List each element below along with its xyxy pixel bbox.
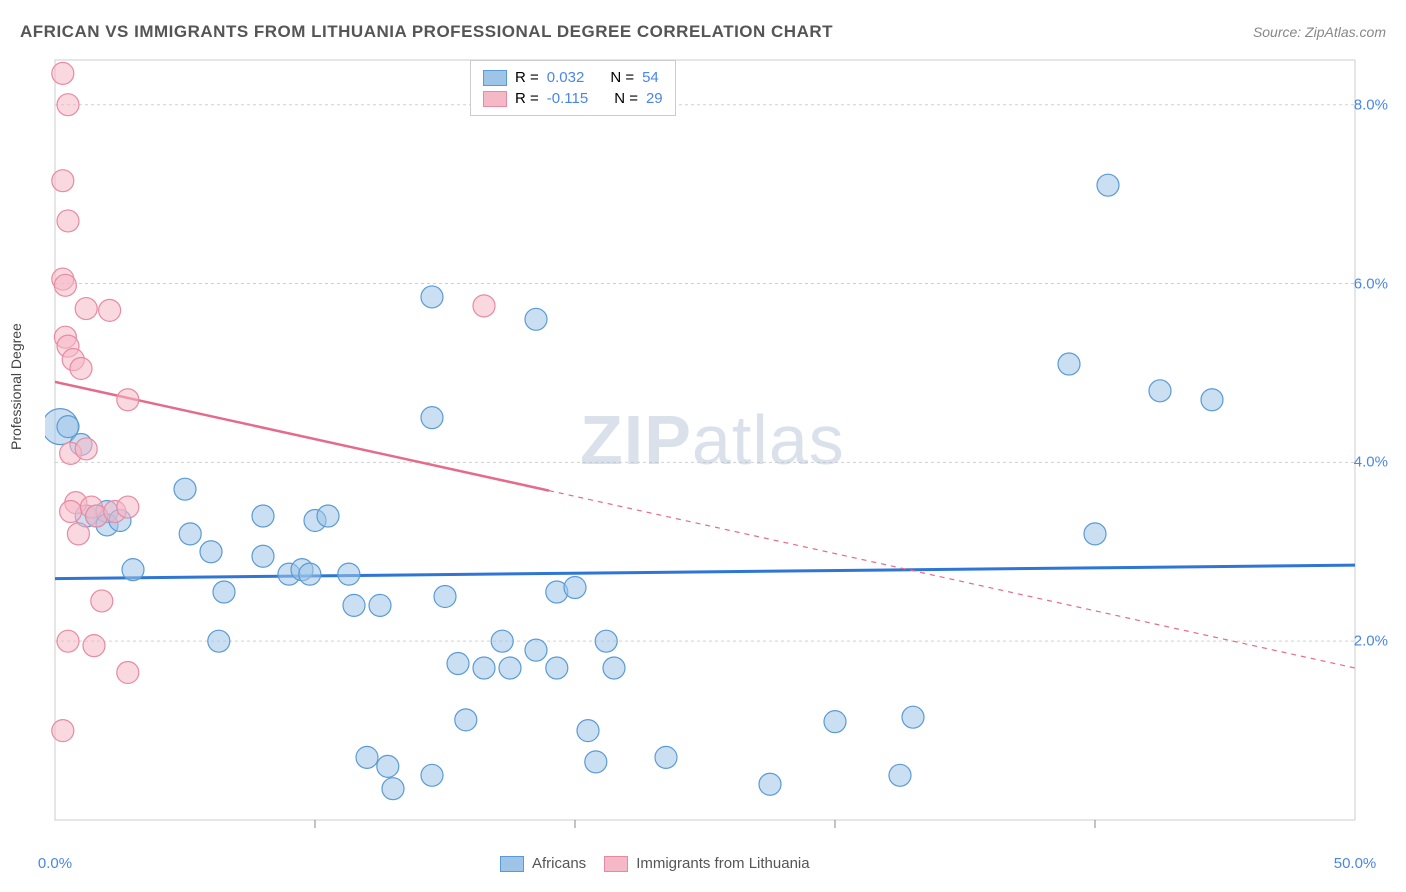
legend-label-lithuania: Immigrants from Lithuania: [636, 855, 809, 872]
y-tick-label: 8.0%: [1354, 96, 1388, 113]
x-tick-label: 0.0%: [38, 855, 72, 872]
legend-stats: R = 0.032 N = 54 R = -0.115 N = 29: [470, 60, 676, 116]
n-value-africans: 54: [642, 69, 659, 86]
legend-swatch-lithuania: [483, 91, 507, 107]
r-label: R =: [515, 90, 539, 107]
x-tick-label: 50.0%: [1334, 855, 1377, 872]
legend-label-africans: Africans: [532, 855, 586, 872]
legend-swatch-africans: [500, 856, 524, 872]
n-label: N =: [614, 90, 638, 107]
chart-container: AFRICAN VS IMMIGRANTS FROM LITHUANIA PRO…: [0, 0, 1406, 892]
y-tick-label: 4.0%: [1354, 454, 1388, 471]
legend-stats-row: R = -0.115 N = 29: [483, 88, 663, 109]
legend-swatch-lithuania: [604, 856, 628, 872]
y-axis-label: Professional Degree: [8, 323, 24, 450]
y-tick-label: 6.0%: [1354, 275, 1388, 292]
r-value-africans: 0.032: [547, 69, 585, 86]
chart-title: AFRICAN VS IMMIGRANTS FROM LITHUANIA PRO…: [20, 22, 833, 42]
y-tick-label: 2.0%: [1354, 633, 1388, 650]
legend-swatch-africans: [483, 70, 507, 86]
n-label: N =: [610, 69, 634, 86]
legend-item: Immigrants from Lithuania: [604, 855, 809, 872]
legend-stats-row: R = 0.032 N = 54: [483, 67, 663, 88]
legend-item: Africans: [500, 855, 586, 872]
r-value-lithuania: -0.115: [547, 90, 588, 107]
source-label: Source: ZipAtlas.com: [1253, 24, 1386, 40]
legend-series: Africans Immigrants from Lithuania: [500, 855, 810, 872]
n-value-lithuania: 29: [646, 90, 663, 107]
r-label: R =: [515, 69, 539, 86]
scatter-plot: [45, 50, 1385, 850]
